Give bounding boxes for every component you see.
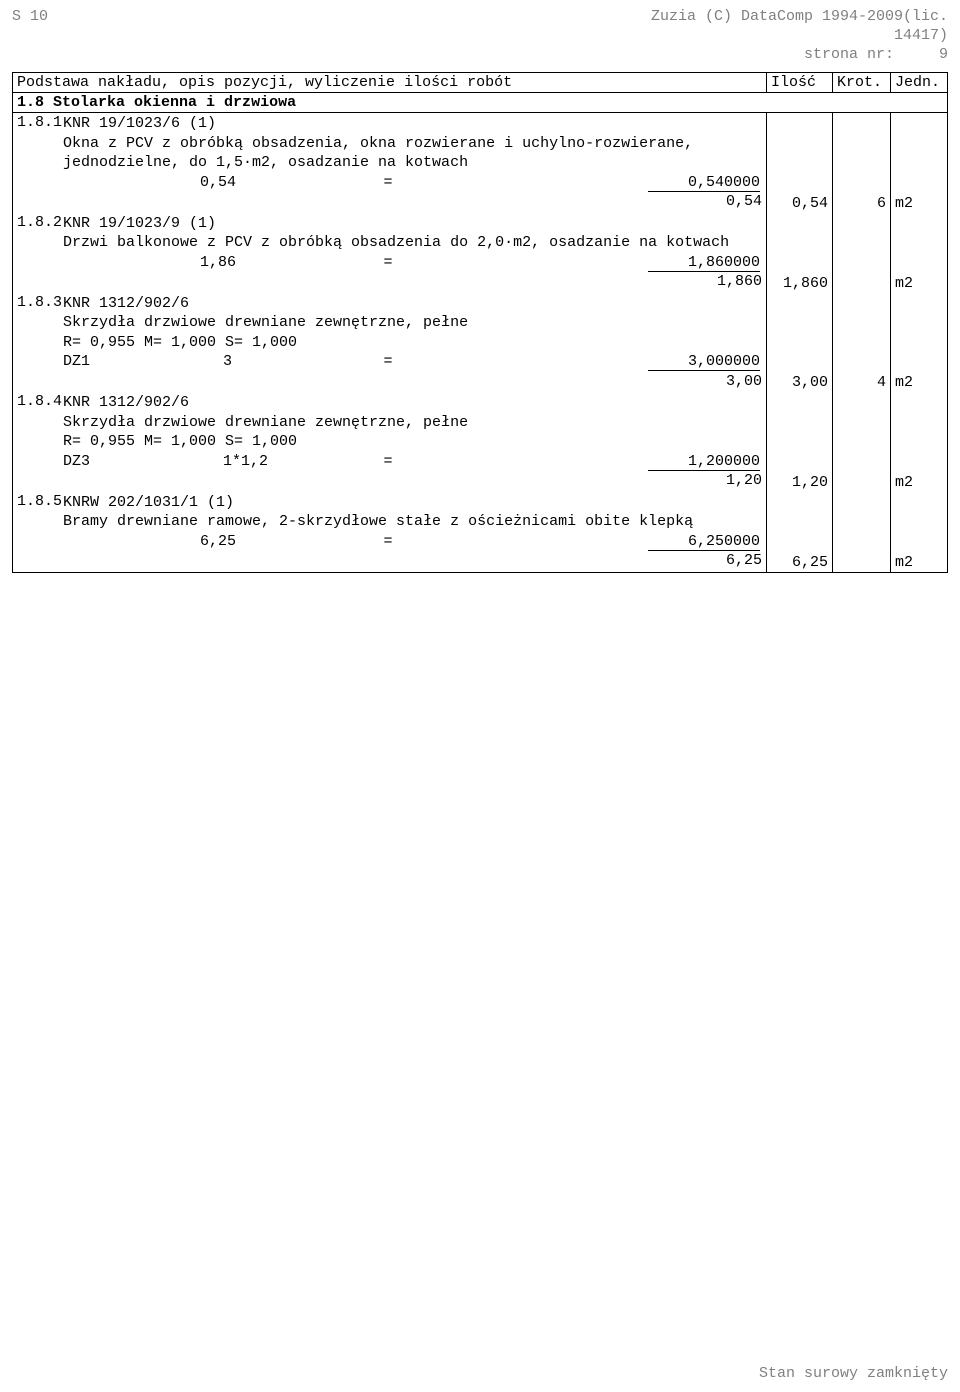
cell-jedn: m2 — [891, 492, 947, 572]
section-title: Stolarka okienna i drzwiowa — [53, 94, 296, 111]
col-desc: Podstawa nakładu, opis pozycji, wyliczen… — [13, 73, 767, 92]
section-num: 1.8 — [17, 94, 44, 111]
section-row: 1.8 Stolarka okienna i drzwiowa — [13, 93, 947, 113]
header-right: Zuzia (C) DataComp 1994-2009(lic. 14417)… — [651, 8, 948, 64]
item-num: 1.8.4 — [13, 392, 63, 492]
item-body: KNRW 202/1031/1 (1)Bramy drewniane ramow… — [63, 492, 767, 572]
calc-label: DZ1 — [63, 352, 223, 372]
cell-ilosc: 1,20 — [767, 392, 833, 492]
item-params: R= 0,955 M= 1,000 S= 1,000 — [63, 432, 762, 452]
item-code: KNR 1312/902/6 — [63, 393, 762, 413]
cell-ilosc: 6,25 — [767, 492, 833, 572]
cell-krot: 4 — [833, 293, 891, 393]
calc-line: DZ31*1,2=1,200000 — [63, 452, 762, 472]
item-code: KNRW 202/1031/1 (1) — [63, 493, 762, 513]
calc-res: 1,860000 — [403, 253, 762, 273]
item-desc: Okna z PCV z obróbką obsadzenia, okna ro… — [63, 134, 762, 173]
page-label: strona nr: — [804, 46, 894, 63]
cell-krot — [833, 213, 891, 293]
item-row: 1.8.5KNRW 202/1031/1 (1)Bramy drewniane … — [13, 492, 947, 572]
col-jedn: Jedn. — [891, 73, 947, 92]
col-desc-label: Podstawa nakładu, opis pozycji, wyliczen… — [17, 74, 762, 91]
calc-val: 3 — [223, 352, 373, 372]
header-line3: strona nr: 9 — [651, 46, 948, 65]
calc-res: 1,200000 — [403, 452, 762, 472]
calc-eq: = — [373, 253, 403, 273]
cell-ilosc: 3,00 — [767, 293, 833, 393]
calc-label: DZ3 — [63, 452, 223, 472]
item-body: KNR 19/1023/9 (1)Drzwi balkonowe z PCV z… — [63, 213, 767, 293]
col-krot: Krot. — [833, 73, 891, 92]
calc-res: 3,000000 — [403, 352, 762, 372]
calc-sum: 3,00 — [63, 372, 762, 392]
item-row: 1.8.4KNR 1312/902/6Skrzydła drzwiowe dre… — [13, 392, 947, 492]
item-num: 1.8.2 — [13, 213, 63, 293]
header-line2: 14417) — [651, 27, 948, 46]
calc-sum: 1,20 — [63, 471, 762, 491]
calc-eq: = — [373, 173, 403, 193]
calc-val: 1,86 — [63, 253, 373, 273]
calc-val: 1*1,2 — [223, 452, 373, 472]
item-row: 1.8.3KNR 1312/902/6Skrzydła drzwiowe dre… — [13, 293, 947, 393]
calc-line: 1,86=1,860000 — [63, 253, 762, 273]
item-num: 1.8.5 — [13, 492, 63, 572]
footer-text: Stan surowy zamknięty — [759, 1365, 948, 1382]
item-num: 1.8.3 — [13, 293, 63, 393]
cell-krot — [833, 492, 891, 572]
cell-krot: 6 — [833, 113, 891, 213]
cell-jedn: m2 — [891, 213, 947, 293]
item-desc: Bramy drewniane ramowe, 2-skrzydłowe sta… — [63, 512, 762, 532]
cost-table: Podstawa nakładu, opis pozycji, wyliczen… — [12, 72, 948, 573]
calc-sum: 0,54 — [63, 192, 762, 212]
cell-krot — [833, 392, 891, 492]
calc-sum: 1,860 — [63, 272, 762, 292]
items-host: 1.8.1KNR 19/1023/6 (1)Okna z PCV z obrób… — [13, 113, 947, 572]
cell-jedn: m2 — [891, 113, 947, 213]
item-code: KNR 19/1023/9 (1) — [63, 214, 762, 234]
item-row: 1.8.1KNR 19/1023/6 (1)Okna z PCV z obrób… — [13, 113, 947, 213]
calc-val: 6,25 — [63, 532, 373, 552]
item-num: 1.8.1 — [13, 113, 63, 213]
item-row: 1.8.2KNR 19/1023/9 (1)Drzwi balkonowe z … — [13, 213, 947, 293]
cell-ilosc: 1,860 — [767, 213, 833, 293]
calc-val: 0,54 — [63, 173, 373, 193]
item-code: KNR 19/1023/6 (1) — [63, 114, 762, 134]
item-body: KNR 1312/902/6Skrzydła drzwiowe drewnian… — [63, 392, 767, 492]
calc-res: 6,250000 — [403, 532, 762, 552]
calc-line: 0,54=0,540000 — [63, 173, 762, 193]
calc-line: 6,25=6,250000 — [63, 532, 762, 552]
col-ilosc: Ilość — [767, 73, 833, 92]
cell-ilosc: 0,54 — [767, 113, 833, 213]
item-params: R= 0,955 M= 1,000 S= 1,000 — [63, 333, 762, 353]
calc-eq: = — [373, 532, 403, 552]
calc-res: 0,540000 — [403, 173, 762, 193]
item-desc: Skrzydła drzwiowe drewniane zewnętrzne, … — [63, 413, 762, 433]
calc-line: DZ13=3,000000 — [63, 352, 762, 372]
calc-eq: = — [373, 452, 403, 472]
item-body: KNR 19/1023/6 (1)Okna z PCV z obróbką ob… — [63, 113, 767, 213]
item-body: KNR 1312/902/6Skrzydła drzwiowe drewnian… — [63, 293, 767, 393]
calc-eq: = — [373, 352, 403, 372]
cell-jedn: m2 — [891, 293, 947, 393]
item-code: KNR 1312/902/6 — [63, 294, 762, 314]
header-line1: Zuzia (C) DataComp 1994-2009(lic. — [651, 8, 948, 27]
calc-sum: 6,25 — [63, 551, 762, 571]
item-desc: Drzwi balkonowe z PCV z obróbką obsadzen… — [63, 233, 762, 253]
header-left: S 10 — [12, 8, 48, 25]
table-header-row: Podstawa nakładu, opis pozycji, wyliczen… — [13, 73, 947, 93]
item-desc: Skrzydła drzwiowe drewniane zewnętrzne, … — [63, 313, 762, 333]
page-num: 9 — [939, 46, 948, 63]
cell-jedn: m2 — [891, 392, 947, 492]
